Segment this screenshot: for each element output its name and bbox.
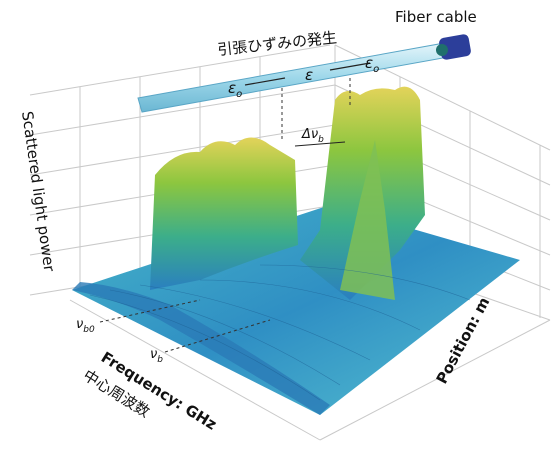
- x-mark-label: νb: [150, 347, 163, 365]
- z-axis-label: Scattered light power: [18, 110, 58, 273]
- strain-annotation: 引張ひずみの発生: [217, 29, 338, 59]
- text-part: b: [157, 355, 163, 365]
- text-part: Δν: [301, 127, 318, 142]
- diagram: Fiber cable 引張ひずみの発生 εo ε εo Δνb Scatter…: [0, 0, 557, 464]
- text-part: ε: [365, 54, 373, 72]
- text-part: ε: [228, 79, 236, 97]
- text-part: ν: [76, 317, 83, 332]
- fiber-label: Fiber cable: [395, 8, 477, 26]
- text-part: ν: [150, 347, 157, 362]
- text-part: b: [318, 135, 324, 145]
- fiber-end: [436, 44, 448, 56]
- text-part: o: [236, 89, 242, 100]
- x-mark-label: νb0: [76, 317, 95, 335]
- text-part: o: [373, 64, 379, 75]
- text-part: ε: [305, 66, 313, 84]
- text-part: b0: [83, 325, 95, 335]
- shift-label: Δνb: [301, 127, 324, 145]
- strain-label: ε: [305, 66, 313, 84]
